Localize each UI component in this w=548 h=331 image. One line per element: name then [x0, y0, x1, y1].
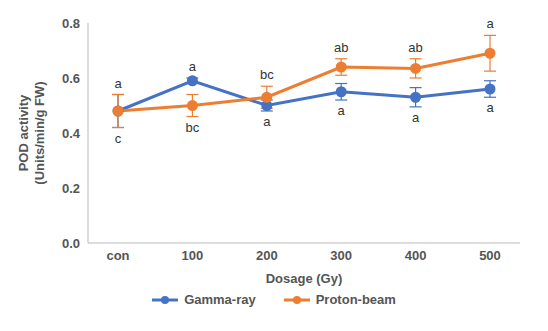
svg-text:a: a: [338, 103, 346, 118]
svg-text:a: a: [189, 59, 197, 74]
html-text:Proton-beam: Proton-beam: [315, 292, 396, 307]
svg-text:0.2: 0.2: [62, 181, 80, 196]
svg-text:100: 100: [182, 248, 204, 263]
svg-text:0.0: 0.0: [62, 236, 80, 251]
svg-text:bc: bc: [260, 67, 274, 82]
svg-text:0.4: 0.4: [62, 126, 81, 141]
svg-text:ab: ab: [334, 40, 348, 55]
svg-text:Dosage (Gy): Dosage (Gy): [266, 271, 343, 286]
svg-text:400: 400: [405, 248, 427, 263]
svg-text:ab: ab: [408, 40, 422, 55]
svg-text:POD activity(Units/min/g FW): POD activity(Units/min/g FW): [16, 81, 47, 184]
svg-text:c: c: [115, 131, 122, 146]
svg-text:con: con: [106, 248, 129, 263]
svg-text:300: 300: [330, 248, 352, 263]
svg-text:a: a: [114, 76, 122, 91]
svg-text:a: a: [486, 16, 494, 31]
svg-text:0.6: 0.6: [62, 71, 80, 86]
svg-text:a: a: [263, 114, 271, 129]
svg-text:500: 500: [479, 248, 501, 263]
svg-text:a: a: [412, 110, 420, 125]
svg-text:bc: bc: [186, 120, 200, 135]
svg-text:0.8: 0.8: [62, 16, 80, 31]
html-text:Gamma-ray: Gamma-ray: [184, 292, 256, 307]
svg-text:200: 200: [256, 248, 278, 263]
svg-text:a: a: [486, 100, 494, 115]
